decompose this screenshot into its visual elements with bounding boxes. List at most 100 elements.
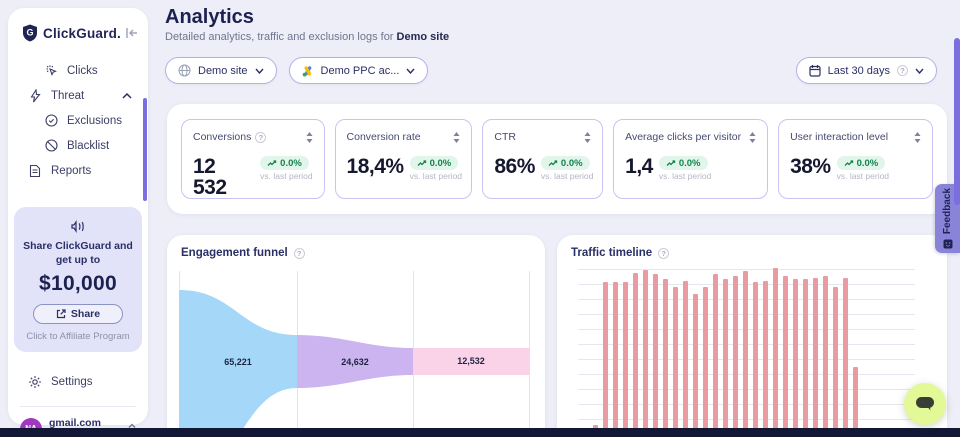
kpi-value: 38%: [790, 155, 831, 178]
vs-last-period-label: vs. last period: [540, 171, 594, 181]
change-badge: 0.0%: [658, 156, 708, 170]
change-value: 0.0%: [280, 157, 302, 169]
timeline-bar: [723, 279, 728, 428]
affiliate-link[interactable]: Click to Affiliate Program: [26, 331, 130, 343]
kpi-value: 18,4%: [346, 155, 405, 178]
sidebar-item-blacklist[interactable]: Blacklist: [8, 133, 148, 158]
calendar-icon: [809, 65, 821, 77]
change-badge: 0.0%: [836, 156, 886, 170]
kpi-value: 12 532: [193, 155, 227, 199]
help-circle-icon[interactable]: ?: [293, 247, 305, 259]
page-scrollbar[interactable]: [954, 38, 960, 205]
chevron-down-icon: [915, 68, 924, 74]
timeline-bar: [743, 271, 748, 428]
sidebar-item-label: Reports: [51, 164, 92, 177]
share-button[interactable]: Share: [32, 304, 124, 325]
date-range-dropdown[interactable]: Last 30 days ?: [795, 57, 937, 84]
lightning-icon: [28, 88, 42, 103]
sidebar-item-reports[interactable]: Reports: [8, 158, 148, 183]
timeline-bar: [653, 274, 658, 428]
google-ads-icon: [302, 65, 311, 76]
vs-last-period-label: vs. last period: [409, 171, 463, 181]
feedback-smiley-icon: [943, 239, 952, 249]
kpi-card-user-interaction: User interaction level 38% 0.0% vs. last…: [778, 119, 933, 199]
kpi-card-avg-clicks: Average clicks per visitor 1,4 0.0% vs. …: [613, 119, 769, 199]
account-name: gmail.com: [49, 417, 101, 430]
gear-icon: [28, 375, 42, 389]
timeline-bar: [833, 287, 838, 428]
funnel-segment: [413, 348, 530, 375]
timeline-bar: [783, 276, 788, 428]
clickguard-shield-logo-icon: G: [22, 24, 38, 42]
chat-launcher-button[interactable]: [904, 383, 946, 425]
sidebar-divider: [20, 406, 136, 408]
chevron-down-icon: [406, 68, 415, 74]
feedback-tab-label: Feedback: [942, 187, 953, 235]
kpi-value: 86%: [494, 155, 535, 178]
bottom-edge-bar: [0, 428, 960, 437]
info-circle-icon[interactable]: ?: [897, 65, 908, 76]
kpi-label: CTR: [494, 131, 516, 143]
metric-selector-icon[interactable]: [453, 131, 460, 143]
metric-selector-icon[interactable]: [914, 131, 921, 143]
kpi-label: Conversions: [193, 131, 252, 143]
sidebar-item-exclusions[interactable]: Exclusions: [8, 108, 148, 133]
engagement-funnel-card: Engagement funnel ? 65,221 24,632 12,532: [167, 235, 545, 437]
logo-row: G ClickGuard.: [8, 8, 148, 42]
metric-selector-icon[interactable]: [584, 131, 591, 143]
kpi-label: Average clicks per visitor: [625, 131, 742, 143]
funnel-segment: [297, 335, 413, 388]
funnel-title: Engagement funnel: [181, 247, 288, 259]
timeline-bar: [663, 279, 668, 428]
collapse-sidebar-icon[interactable]: [125, 27, 138, 39]
funnel-stage-value: 24,632: [341, 357, 369, 367]
change-badge: 0.0%: [260, 156, 309, 170]
timeline-bar: [703, 287, 708, 428]
timeline-bar: [843, 277, 848, 428]
share-button-label: Share: [70, 308, 101, 321]
funnel-stage-value: 65,221: [224, 357, 252, 367]
sidebar-item-settings[interactable]: Settings: [8, 370, 148, 394]
promo-text-line1: Share ClickGuard and: [23, 240, 133, 252]
date-range-value: Last 30 days: [827, 64, 890, 77]
sidebar-item-threat[interactable]: Threat: [8, 83, 148, 108]
page-subtitle: Detailed analytics, traffic and exclusio…: [165, 31, 449, 43]
kpi-summary-panel: Conversions ? 12 532 0.0% vs. last perio…: [167, 104, 947, 214]
document-icon: [28, 164, 42, 178]
timeline-bar: [813, 277, 818, 428]
metric-selector-icon[interactable]: [306, 131, 313, 143]
kpi-value: 1,4: [625, 155, 653, 178]
page-title: Analytics: [165, 6, 254, 28]
timeline-bar: [713, 274, 718, 428]
promo-amount: $10,000: [38, 272, 117, 296]
settings-label: Settings: [51, 376, 93, 389]
subtitle-target-site: Demo site: [396, 31, 450, 43]
ppc-account-dropdown[interactable]: Demo PPC ac...: [288, 57, 429, 84]
promo-text-line2: get up to: [55, 254, 101, 267]
globe-icon: [178, 64, 191, 77]
cursor-click-icon: [44, 64, 58, 77]
funnel-stage-value: 12,532: [457, 356, 485, 366]
change-value: 0.0%: [856, 157, 879, 169]
sidebar-item-clicks[interactable]: Clicks: [8, 58, 148, 83]
check-circle-icon: [44, 114, 58, 127]
metric-selector-icon[interactable]: [749, 131, 756, 143]
filter-bar: Demo site Demo PPC ac...: [165, 57, 429, 84]
funnel-chart: [179, 271, 530, 437]
funnel-segment: [179, 290, 297, 437]
timeline-bar: [683, 280, 688, 428]
sidebar-item-label: Exclusions: [67, 114, 122, 127]
vs-last-period-label: vs. last period: [658, 171, 712, 181]
help-circle-icon[interactable]: ?: [658, 247, 670, 259]
chat-bubble-icon: [916, 396, 934, 410]
timeline-bar: [593, 424, 598, 428]
timeline-bar: [623, 282, 628, 428]
site-filter-dropdown[interactable]: Demo site: [165, 57, 277, 84]
help-circle-icon[interactable]: ?: [255, 131, 267, 143]
change-value: 0.0%: [678, 157, 701, 169]
vs-last-period-label: vs. last period: [260, 171, 313, 181]
change-badge: 0.0%: [409, 156, 459, 170]
sidebar-scrollbar[interactable]: [143, 98, 147, 201]
change-value: 0.0%: [560, 157, 583, 169]
kpi-card-conversions: Conversions ? 12 532 0.0% vs. last perio…: [181, 119, 325, 199]
